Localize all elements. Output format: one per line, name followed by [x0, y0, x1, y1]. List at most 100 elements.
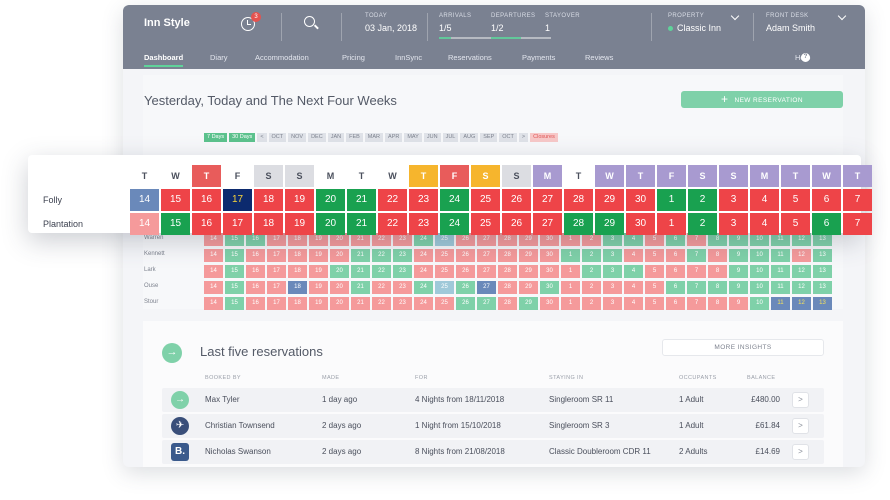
mini-day-cell[interactable]: 10 [750, 281, 769, 294]
day-cell[interactable]: 16 [192, 213, 221, 235]
month-jan[interactable]: JAN [327, 133, 345, 142]
mini-day-cell[interactable]: 1 [561, 249, 580, 262]
mini-day-cell[interactable]: 1 [561, 297, 580, 310]
mini-day-cell[interactable]: 29 [519, 249, 538, 262]
mini-day-cell[interactable]: 22 [372, 265, 391, 278]
mini-day-cell[interactable]: 19 [309, 249, 328, 262]
table-row[interactable]: B. Nicholas Swanson 2 days ago 8 Nights fro… [162, 440, 824, 464]
mini-day-cell[interactable]: 24 [414, 249, 433, 262]
mini-day-cell[interactable]: 4 [624, 281, 643, 294]
more-insights-button[interactable]: MORE INSIGHTS [662, 339, 824, 356]
row-open-button[interactable]: > [792, 444, 809, 460]
month-dec[interactable]: DEC [308, 133, 326, 142]
day-cell[interactable]: 25 [471, 189, 500, 211]
month-apr[interactable]: APR [385, 133, 403, 142]
room-name[interactable]: Plantation [43, 219, 84, 229]
mini-day-cell[interactable]: 26 [456, 265, 475, 278]
mini-day-cell[interactable]: 30 [540, 233, 559, 246]
mini-day-cell[interactable]: 21 [351, 281, 370, 294]
mini-day-cell[interactable]: 15 [225, 233, 244, 246]
mini-day-cell[interactable]: 22 [372, 233, 391, 246]
table-row[interactable]: → Max Tyler 1 day ago 4 Nights from 18/11/2… [162, 388, 824, 412]
month-feb[interactable]: FEB [346, 133, 363, 142]
mini-day-cell[interactable]: 6 [666, 249, 685, 262]
stayover-stat[interactable]: STAYOVER 1 [545, 13, 580, 33]
mini-day-cell[interactable]: 2 [582, 233, 601, 246]
clock-icon[interactable] [241, 17, 255, 31]
mini-day-cell[interactable]: 2 [582, 265, 601, 278]
nav-reservations[interactable]: Reservations [448, 53, 492, 62]
day-cell[interactable]: 20 [316, 189, 345, 211]
mini-day-cell[interactable]: 21 [351, 265, 370, 278]
mini-day-cell[interactable]: 27 [477, 233, 496, 246]
table-row[interactable]: ✈ Christian Townsend 2 days ago 1 Night fro… [162, 414, 824, 438]
mini-day-cell[interactable]: 23 [393, 265, 412, 278]
mini-day-cell[interactable]: 9 [729, 233, 748, 246]
search-icon[interactable] [304, 16, 315, 27]
mini-day-cell[interactable]: 30 [540, 265, 559, 278]
mini-day-cell[interactable]: 5 [645, 297, 664, 310]
departures-stat[interactable]: DEPARTURES 1/2 [491, 13, 551, 39]
mini-day-cell[interactable]: 25 [435, 249, 454, 262]
row-open-button[interactable]: > [792, 392, 809, 408]
day-cell[interactable]: 22 [378, 213, 407, 235]
day-cell[interactable]: 15 [161, 189, 190, 211]
mini-day-cell[interactable]: 10 [750, 233, 769, 246]
mini-day-cell[interactable]: 5 [645, 281, 664, 294]
mini-day-cell[interactable]: 5 [645, 233, 664, 246]
mini-day-cell[interactable]: 3 [603, 249, 622, 262]
mini-day-cell[interactable]: 29 [519, 233, 538, 246]
month-may[interactable]: MAY [404, 133, 422, 142]
day-cell[interactable]: 20 [316, 213, 345, 235]
mini-day-cell[interactable]: 2 [582, 297, 601, 310]
mini-day-cell[interactable]: 21 [351, 249, 370, 262]
mini-day-cell[interactable]: 25 [435, 297, 454, 310]
mini-day-cell[interactable]: 14 [204, 281, 223, 294]
mini-day-cell[interactable]: 11 [771, 233, 790, 246]
mini-day-cell[interactable]: 9 [729, 297, 748, 310]
mini-day-cell[interactable]: 18 [288, 233, 307, 246]
new-reservation-button[interactable]: + NEW RESERVATION [681, 91, 843, 108]
mini-day-cell[interactable]: 12 [792, 281, 811, 294]
mini-day-cell[interactable]: 28 [498, 265, 517, 278]
month-nov[interactable]: NOV [288, 133, 307, 142]
mini-day-cell[interactable]: 24 [414, 233, 433, 246]
mini-day-cell[interactable]: 7 [687, 233, 706, 246]
mini-day-cell[interactable]: 3 [603, 297, 622, 310]
mini-day-cell[interactable]: 28 [498, 249, 517, 262]
mini-day-cell[interactable]: 27 [477, 297, 496, 310]
mini-day-cell[interactable]: 5 [645, 265, 664, 278]
mini-day-cell[interactable]: 10 [750, 249, 769, 262]
mini-day-cell[interactable]: 6 [666, 297, 685, 310]
mini-day-cell[interactable]: 20 [330, 297, 349, 310]
month-mar[interactable]: MAR [364, 133, 384, 142]
day-cell[interactable]: 4 [750, 213, 779, 235]
mini-day-cell[interactable]: 17 [267, 281, 286, 294]
mini-day-cell[interactable]: 7 [687, 281, 706, 294]
mini-day-cell[interactable]: 30 [540, 297, 559, 310]
row-open-button[interactable]: > [792, 418, 809, 434]
day-cell[interactable]: 1 [657, 189, 686, 211]
day-cell[interactable]: 24 [440, 213, 469, 235]
mini-day-cell[interactable]: 13 [813, 297, 832, 310]
day-cell[interactable]: 18 [254, 189, 283, 211]
mini-day-cell[interactable]: 9 [729, 249, 748, 262]
mini-day-cell[interactable]: 16 [246, 249, 265, 262]
mini-day-cell[interactable]: 16 [246, 233, 265, 246]
mini-day-cell[interactable]: 3 [603, 233, 622, 246]
mini-day-cell[interactable]: 9 [729, 265, 748, 278]
month-sep[interactable]: SEP [480, 133, 498, 142]
mini-day-cell[interactable]: 7 [687, 265, 706, 278]
mini-day-cell[interactable]: 6 [666, 265, 685, 278]
closures-toggle[interactable]: Closures [530, 133, 558, 142]
mini-day-cell[interactable]: 7 [687, 249, 706, 262]
day-cell[interactable]: 25 [471, 213, 500, 235]
day-cell[interactable]: 30 [626, 189, 655, 211]
chevron-down-icon[interactable] [837, 11, 847, 21]
mini-day-cell[interactable]: 3 [603, 265, 622, 278]
mini-day-cell[interactable]: 26 [456, 249, 475, 262]
month-oct[interactable]: OCT [268, 133, 287, 142]
mini-day-cell[interactable]: 13 [813, 281, 832, 294]
mini-day-cell[interactable]: 6 [666, 233, 685, 246]
mini-day-cell[interactable]: 24 [414, 297, 433, 310]
